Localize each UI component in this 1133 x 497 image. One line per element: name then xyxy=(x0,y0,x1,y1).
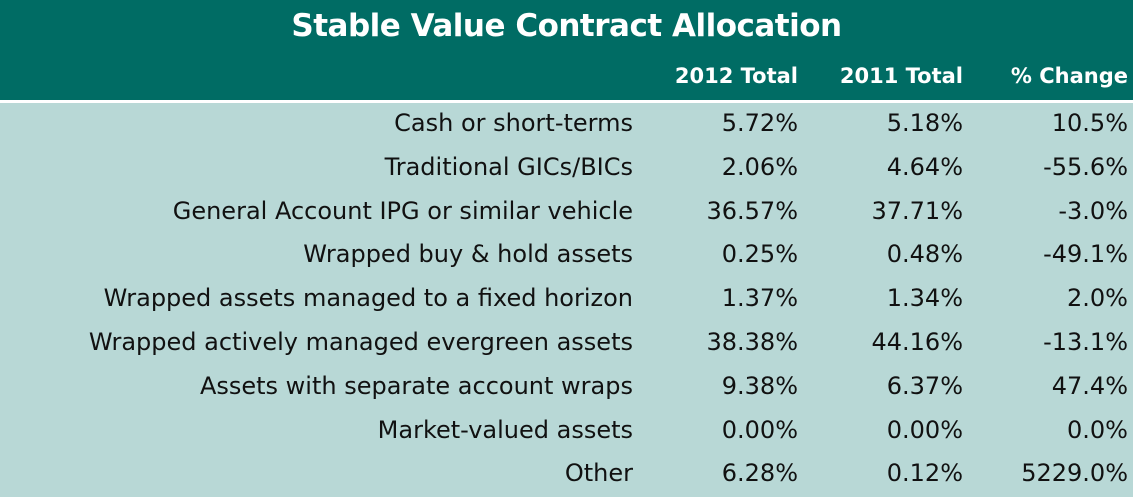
value-2012: 1.37% xyxy=(721,284,798,313)
value-2012: 38.38% xyxy=(706,328,798,356)
percent-change: 0.0% xyxy=(1067,415,1128,444)
value-2011: 5.18% xyxy=(886,109,963,137)
value-2011: 37.71% xyxy=(871,196,963,225)
value-2011: 0.00% xyxy=(886,415,963,444)
percent-change: 5229.0% xyxy=(1021,459,1128,488)
header-divider xyxy=(0,100,1133,103)
row-label: Wrapped assets managed to a fixed horizo… xyxy=(103,284,633,313)
percent-change: 10.5% xyxy=(1051,109,1128,137)
value-2011: 44.16% xyxy=(871,328,963,356)
value-2012: 6.28% xyxy=(721,459,798,488)
column-header-2012: 2012 Total xyxy=(674,64,798,88)
value-2011: 0.12% xyxy=(886,459,963,488)
table-row: Wrapped actively managed evergreen asset… xyxy=(0,322,1133,366)
row-label: Traditional GICs/BICs xyxy=(384,152,633,181)
percent-change: -55.6% xyxy=(1043,152,1128,181)
value-2011: 0.48% xyxy=(886,240,963,269)
row-label: Wrapped buy & hold assets xyxy=(303,240,633,269)
table-row: Cash or short-terms 5.72% 5.18% 10.5% xyxy=(0,103,1133,147)
table-row: Wrapped assets managed to a fixed horizo… xyxy=(0,278,1133,322)
table-row: Traditional GICs/BICs 2.06% 4.64% -55.6% xyxy=(0,147,1133,191)
percent-change: -49.1% xyxy=(1043,240,1128,269)
percent-change: 2.0% xyxy=(1067,284,1128,313)
value-2011: 6.37% xyxy=(886,371,963,400)
column-header-2011: 2011 Total xyxy=(839,64,963,88)
percent-change: 47.4% xyxy=(1051,371,1128,400)
value-2012: 0.25% xyxy=(721,240,798,269)
value-2012: 0.00% xyxy=(721,415,798,444)
column-header-change: % Change xyxy=(1010,64,1128,88)
row-label: Market-valued assets xyxy=(377,415,633,444)
value-2012: 9.38% xyxy=(721,371,798,400)
percent-change: -3.0% xyxy=(1058,196,1128,225)
row-label: General Account IPG or similar vehicle xyxy=(172,196,633,225)
table-header: Stable Value Contract Allocation 2012 To… xyxy=(0,0,1133,100)
value-2011: 1.34% xyxy=(886,284,963,313)
table-row: Market-valued assets 0.00% 0.00% 0.0% xyxy=(0,410,1133,454)
value-2012: 5.72% xyxy=(721,109,798,137)
table-row: Wrapped buy & hold assets 0.25% 0.48% -49.1… xyxy=(0,234,1133,278)
value-2011: 4.64% xyxy=(886,152,963,181)
table-title: Stable Value Contract Allocation xyxy=(291,8,842,44)
row-label: Cash or short-terms xyxy=(394,109,633,137)
row-label: Assets with separate account wraps xyxy=(199,371,633,400)
table-row: Other 6.28% 0.12% 5229.0% xyxy=(0,453,1133,497)
value-2012: 36.57% xyxy=(706,196,798,225)
table-row: General Account IPG or similar vehicle 36… xyxy=(0,191,1133,235)
value-2012: 2.06% xyxy=(721,152,798,181)
row-label: Other xyxy=(564,459,633,488)
table-row: Assets with separate account wraps 9.38% 6… xyxy=(0,366,1133,410)
percent-change: -13.1% xyxy=(1043,328,1128,356)
row-label: Wrapped actively managed evergreen asset… xyxy=(88,328,633,356)
